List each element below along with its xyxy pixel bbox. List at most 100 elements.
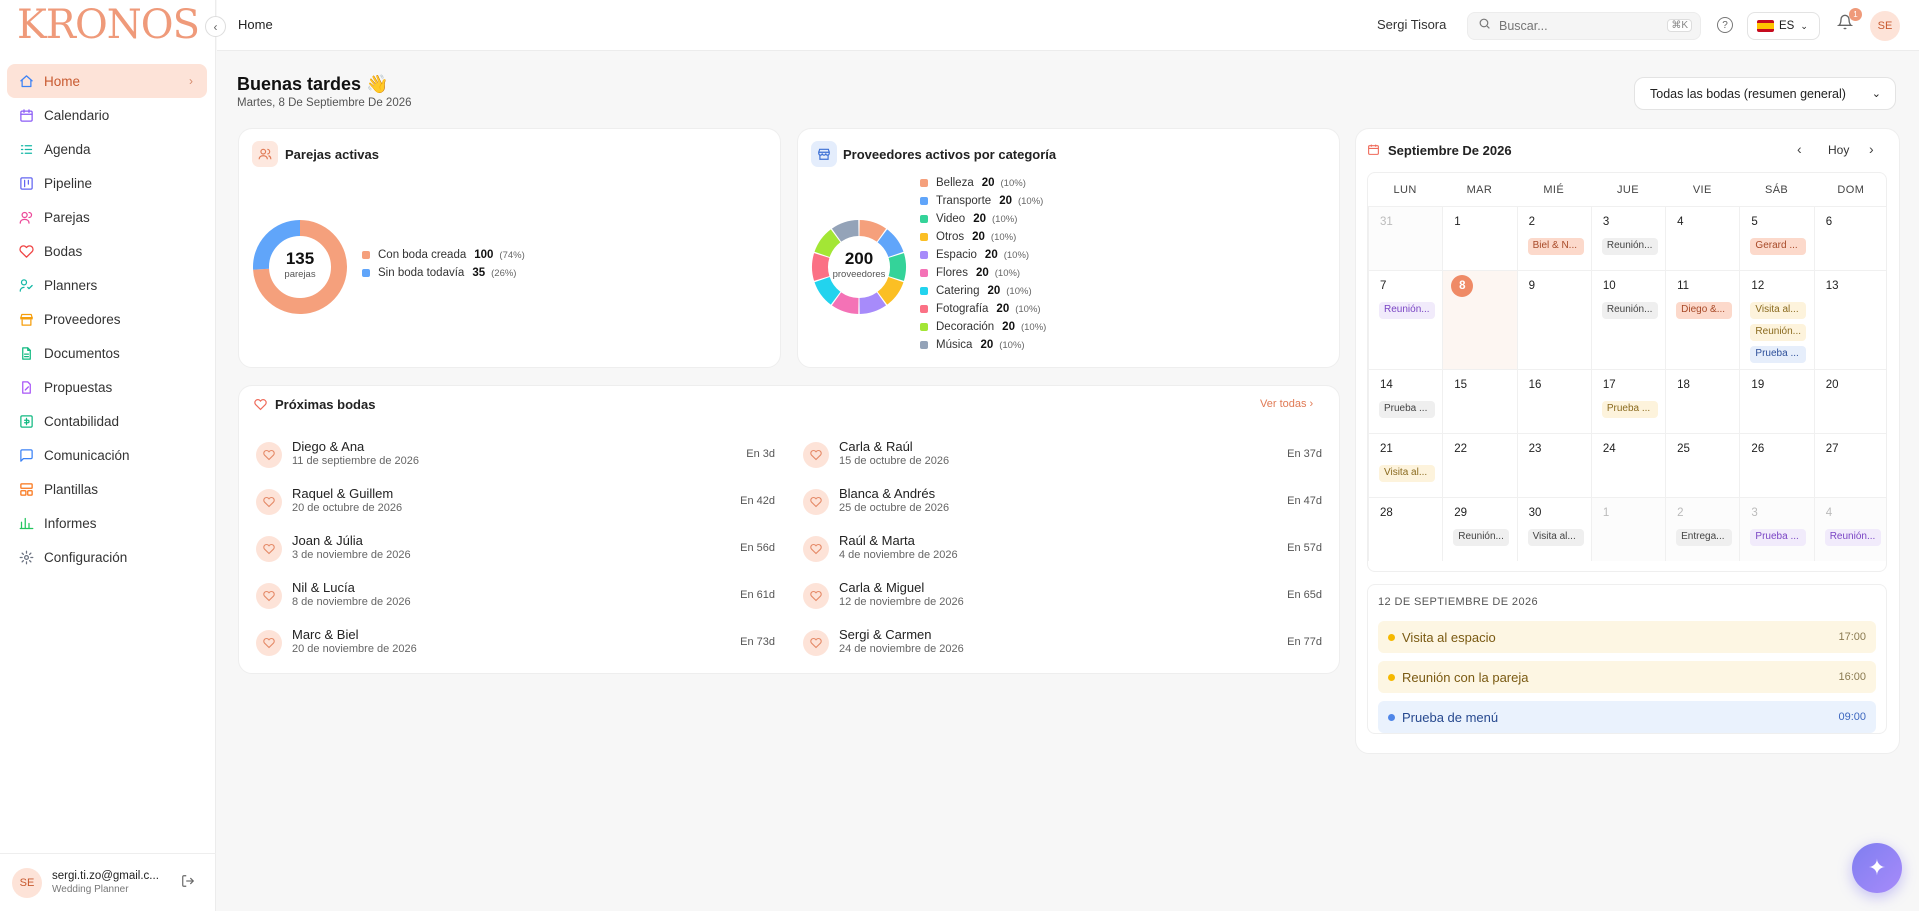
calendar-day[interactable]: 13 <box>1813 270 1886 369</box>
calendar-day[interactable]: 20 <box>1813 369 1886 433</box>
calendar-day[interactable]: 6 <box>1813 206 1886 270</box>
calendar-day[interactable]: 4 Reunión... <box>1813 497 1886 561</box>
calendar-day[interactable]: 7 Reunión... <box>1368 270 1443 369</box>
sidebar-item-plantillas[interactable]: Plantillas <box>7 472 207 506</box>
ai-assistant-button[interactable]: ✦ <box>1852 843 1902 893</box>
wedding-row[interactable]: Diego & Ana 11 de septiembre de 2026 En … <box>256 436 775 476</box>
calendar-event[interactable]: Reunión... <box>1453 529 1510 546</box>
wedding-row[interactable]: Raúl & Marta 4 de noviembre de 2026 En 5… <box>803 530 1322 570</box>
calendar-event[interactable]: Prueba ... <box>1379 401 1435 418</box>
language-select[interactable]: ES ⌄ <box>1747 12 1820 40</box>
calendar-day[interactable]: 1 <box>1590 497 1666 561</box>
calendar-event[interactable]: Prueba ... <box>1750 529 1807 546</box>
calendar-day[interactable]: 12 Visita al... Reunión... Prueba ... <box>1739 270 1814 369</box>
calendar-day[interactable]: 11 Diego &... <box>1665 270 1740 369</box>
next-month-button[interactable]: › <box>1869 141 1874 157</box>
sidebar-item-propuestas[interactable]: Propuestas <box>7 370 207 404</box>
today-button[interactable]: Hoy <box>1828 143 1850 157</box>
day-event-item[interactable]: Prueba de menú 09:00 <box>1378 701 1876 733</box>
wedding-row[interactable]: Joan & Júlia 3 de noviembre de 2026 En 5… <box>256 530 775 570</box>
sidebar-item-documentos[interactable]: Documentos <box>7 336 207 370</box>
calendar-event[interactable]: Visita al... <box>1379 465 1435 482</box>
calendar-event[interactable]: Gerard ... <box>1750 238 1807 255</box>
calendar-day[interactable]: 14 Prueba ... <box>1368 369 1443 433</box>
providers-slice-catering[interactable] <box>814 276 841 305</box>
calendar-day[interactable]: 28 <box>1368 497 1443 561</box>
calendar-event[interactable]: Reunión... <box>1601 302 1658 319</box>
sidebar-item-pipeline[interactable]: Pipeline <box>7 166 207 200</box>
calendar-event[interactable]: Reunión... <box>1750 324 1807 341</box>
wedding-row[interactable]: Carla & Raúl 15 de octubre de 2026 En 37… <box>803 436 1322 476</box>
calendar-day[interactable]: 24 <box>1590 433 1666 497</box>
calendar-day[interactable]: 23 <box>1516 433 1591 497</box>
providers-slice-fotografia[interactable] <box>812 253 830 281</box>
couples-slice-con-boda-creada[interactable] <box>253 220 347 314</box>
couples-slice-sin-boda-todavia[interactable] <box>253 220 301 270</box>
calendar-day[interactable]: 30 Visita al... <box>1516 497 1591 561</box>
providers-slice-belleza[interactable] <box>859 220 887 242</box>
calendar-event[interactable]: Visita al... <box>1527 529 1584 546</box>
prev-month-button[interactable]: ‹ <box>1797 141 1802 157</box>
sidebar-item-calendario[interactable]: Calendario <box>7 98 207 132</box>
day-event-item[interactable]: Reunión con la pareja 16:00 <box>1378 661 1876 693</box>
calendar-day[interactable]: 3 Reunión... <box>1590 206 1666 270</box>
calendar-day[interactable]: 25 <box>1665 433 1740 497</box>
calendar-event[interactable]: Entrega... <box>1676 529 1733 546</box>
kronos-logo[interactable]: KRONOS <box>17 2 200 48</box>
logout-icon[interactable] <box>181 874 195 891</box>
calendar-day[interactable]: 5 Gerard ... <box>1739 206 1814 270</box>
calendar-day[interactable]: 29 Reunión... <box>1442 497 1517 561</box>
wedding-row[interactable]: Nil & Lucía 8 de noviembre de 2026 En 61… <box>256 577 775 617</box>
sidebar-item-informes[interactable]: Informes <box>7 506 207 540</box>
providers-slice-flores[interactable] <box>831 292 859 314</box>
calendar-event[interactable]: Reunión... <box>1601 238 1658 255</box>
providers-slice-transporte[interactable] <box>877 229 904 258</box>
sidebar-item-configuracion[interactable]: Configuración <box>7 540 207 574</box>
calendar-day[interactable]: 3 Prueba ... <box>1739 497 1814 561</box>
search-input[interactable] <box>1499 19 1659 33</box>
topbar-avatar[interactable]: SE <box>1870 11 1900 41</box>
day-event-item[interactable]: Visita al espacio 17:00 <box>1378 621 1876 653</box>
calendar-day[interactable]: 17 Prueba ... <box>1590 369 1666 433</box>
calendar-day[interactable]: 18 <box>1665 369 1740 433</box>
providers-slice-video[interactable] <box>888 253 906 281</box>
sidebar-item-bodas[interactable]: Bodas <box>7 234 207 268</box>
calendar-day[interactable]: 27 <box>1813 433 1886 497</box>
calendar-day[interactable]: 19 <box>1739 369 1814 433</box>
calendar-event[interactable]: Prueba ... <box>1601 401 1658 418</box>
calendar-day[interactable]: 21 Visita al... <box>1368 433 1443 497</box>
calendar-event[interactable]: Biel & N... <box>1527 238 1584 255</box>
calendar-day[interactable]: 22 <box>1442 433 1517 497</box>
providers-slice-decoracion[interactable] <box>814 229 841 258</box>
wedding-row[interactable]: Raquel & Guillem 20 de octubre de 2026 E… <box>256 483 775 523</box>
sidebar-item-parejas[interactable]: Parejas <box>7 200 207 234</box>
calendar-day[interactable]: 9 <box>1516 270 1591 369</box>
sidebar-item-home[interactable]: Home › <box>7 64 207 98</box>
wedding-row[interactable]: Carla & Miguel 12 de noviembre de 2026 E… <box>803 577 1322 617</box>
calendar-day[interactable]: 10 Reunión... <box>1590 270 1666 369</box>
sidebar-item-contabilidad[interactable]: Contabilidad <box>7 404 207 438</box>
wedding-row[interactable]: Blanca & Andrés 25 de octubre de 2026 En… <box>803 483 1322 523</box>
wedding-filter-select[interactable]: Todas las bodas (resumen general) ⌄ <box>1634 77 1896 110</box>
calendar-day[interactable]: 31 <box>1368 206 1443 270</box>
calendar-day[interactable]: 16 <box>1516 369 1591 433</box>
calendar-event[interactable]: Reunión... <box>1379 302 1435 319</box>
sidebar-item-planners[interactable]: Planners <box>7 268 207 302</box>
sidebar-item-proveedores[interactable]: Proveedores <box>7 302 207 336</box>
collapse-sidebar-button[interactable]: ‹ <box>205 16 226 37</box>
help-icon[interactable]: ? <box>1717 17 1733 33</box>
wedding-row[interactable]: Sergi & Carmen 24 de noviembre de 2026 E… <box>803 624 1322 664</box>
user-avatar[interactable]: SE <box>12 867 42 898</box>
calendar-event[interactable]: Diego &... <box>1676 302 1733 319</box>
calendar-day[interactable]: 26 <box>1739 433 1814 497</box>
providers-slice-otros[interactable] <box>877 276 904 305</box>
providers-slice-musica[interactable] <box>831 220 859 242</box>
search-box[interactable]: ⌘K <box>1467 12 1701 40</box>
calendar-event[interactable]: Prueba ... <box>1750 346 1807 363</box>
calendar-day[interactable]: 2 Biel & N... <box>1516 206 1591 270</box>
sidebar-item-comunicacion[interactable]: Comunicación <box>7 438 207 472</box>
calendar-event[interactable]: Reunión... <box>1824 529 1881 546</box>
calendar-day[interactable]: 1 <box>1442 206 1517 270</box>
see-all-weddings-link[interactable]: Ver todas › <box>1260 398 1313 410</box>
bell-icon[interactable] <box>1836 14 1854 35</box>
